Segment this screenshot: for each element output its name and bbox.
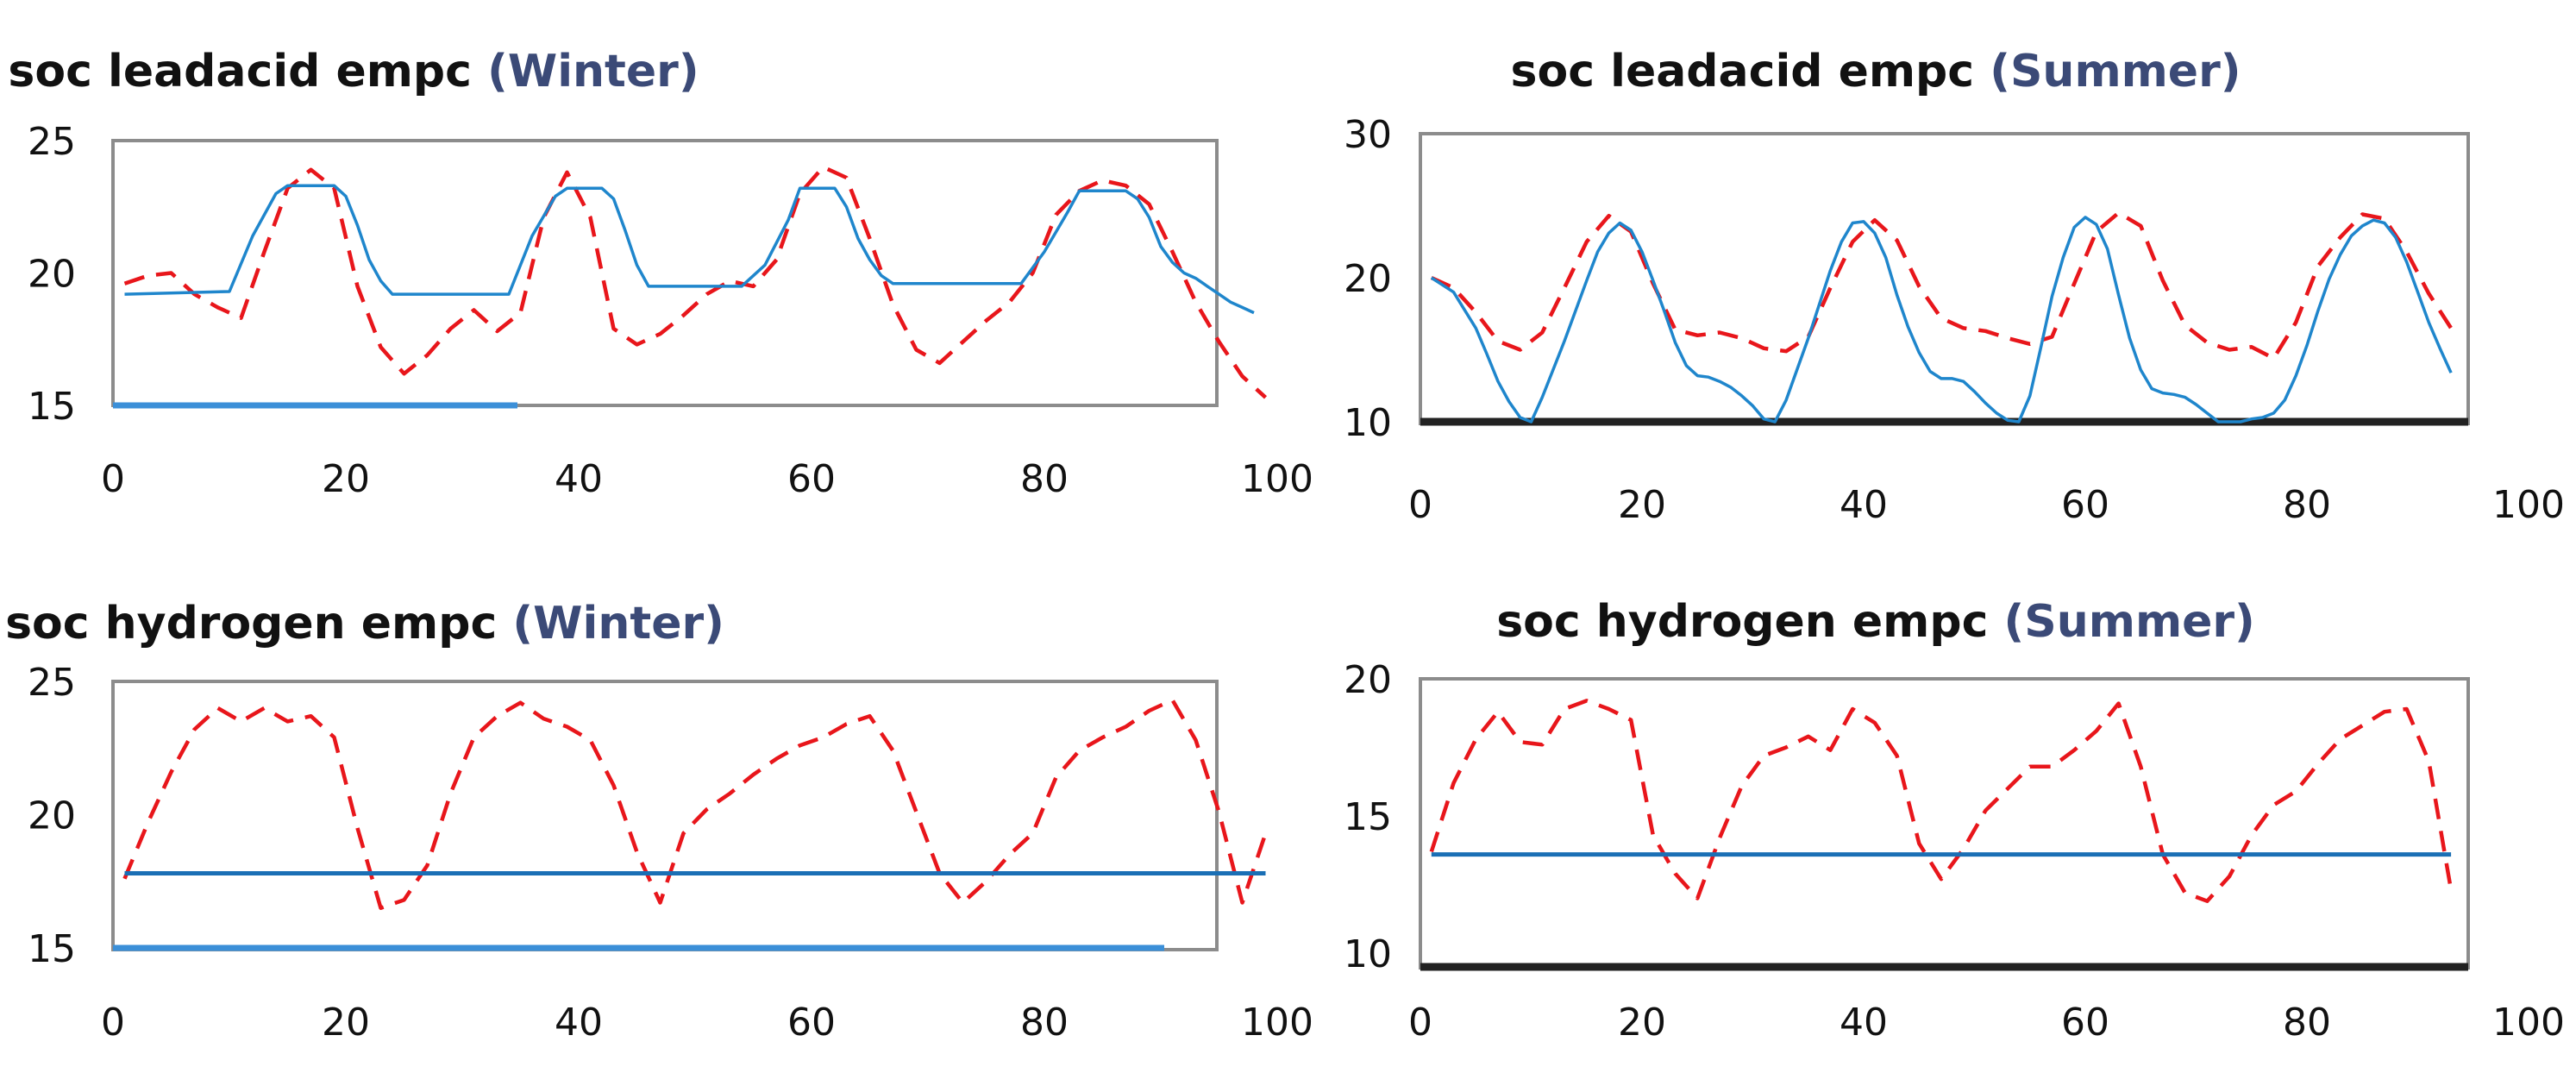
series-line-blue-solid	[1430, 216, 2453, 424]
x-tick-label: 40	[555, 457, 603, 501]
x-tick-label: 60	[787, 457, 836, 501]
plot-frame	[1419, 132, 2470, 425]
y-tick-label: 25	[28, 661, 76, 705]
y-tick-label: 10	[1344, 932, 1392, 976]
y-tick-label: 15	[28, 385, 76, 429]
x-tick-label: 60	[2061, 483, 2109, 527]
x-tick-label: 0	[1408, 483, 1432, 527]
x-tick-label: 0	[101, 1001, 125, 1045]
series-line-red-dashed	[1429, 699, 2454, 903]
y-tick-labels: 10 20 30	[1344, 113, 1392, 445]
chart-title: soc leadacid empc (Summer)	[1511, 46, 2241, 97]
x-tick-label: 100	[1241, 457, 1313, 501]
chart-title: soc leadacid empc (Winter)	[8, 46, 699, 97]
y-tick-labels: 15 20 25	[28, 661, 76, 971]
x-tick-label: 100	[2492, 1001, 2565, 1045]
x-tick-label: 60	[787, 1001, 836, 1045]
series-layer	[1430, 210, 2453, 424]
y-tick-label: 10	[1344, 401, 1392, 445]
x-tick-label: 100	[1241, 1001, 1313, 1045]
plot-frame	[111, 680, 1219, 951]
x-tick-label: 20	[1618, 1001, 1666, 1045]
y-tick-label: 15	[28, 927, 76, 971]
y-tick-label: 30	[1344, 113, 1392, 157]
series-line-red-dashed	[122, 698, 1268, 910]
plot-frame	[1419, 677, 2470, 969]
chart-title-season: (Summer)	[1990, 46, 2241, 97]
chart-title-text: soc leadacid empc	[8, 46, 472, 97]
chart-title-text: soc hydrogen empc	[5, 598, 497, 649]
chart-title-season: (Winter)	[487, 46, 699, 97]
chart-title-text: soc leadacid empc	[1511, 46, 1975, 97]
y-tick-label: 15	[1344, 795, 1392, 839]
series-layer	[122, 698, 1268, 910]
x-tick-label: 40	[1840, 483, 1888, 527]
x-tick-label: 100	[2492, 483, 2565, 527]
series-line-blue-solid	[124, 184, 1255, 315]
y-tick-label: 25	[28, 120, 76, 164]
x-tick-labels: 0 20 40 60 80 100	[1408, 1001, 2565, 1045]
y-tick-label: 20	[1344, 257, 1392, 301]
x-tick-labels: 0 20 40 60 80 100	[1408, 483, 2565, 527]
chart-panel-leadacid-winter: soc leadacid empc (Winter) 15 20 25 0 20 40 6…	[8, 46, 1313, 501]
chart-panel-leadacid-summer: soc leadacid empc (Summer) 10 20 30 0 20 40 6…	[1344, 46, 2565, 527]
x-tick-label: 40	[555, 1001, 603, 1045]
chart-title-season: (Winter)	[512, 598, 724, 649]
chart-title-season: (Summer)	[2004, 596, 2255, 648]
chart-panel-hydrogen-winter: soc hydrogen empc (Winter) 15 20 25 0 20 40 6…	[5, 598, 1313, 1045]
chart-title: soc hydrogen empc (Summer)	[1496, 596, 2255, 648]
x-tick-label: 80	[1020, 457, 1069, 501]
x-tick-label: 20	[322, 1001, 370, 1045]
chart-panel-hydrogen-summer: soc hydrogen empc (Summer) 10 15 20 0 20 40 6…	[1344, 596, 2565, 1045]
y-tick-label: 20	[1344, 658, 1392, 702]
x-tick-label: 40	[1840, 1001, 1888, 1045]
y-tick-labels: 15 20 25	[28, 120, 76, 429]
x-tick-labels: 0 20 40 60 80 100	[101, 1001, 1313, 1045]
x-tick-label: 80	[1020, 1001, 1069, 1045]
y-tick-labels: 10 15 20	[1344, 658, 1392, 976]
x-tick-label: 0	[1408, 1001, 1432, 1045]
chart-title: soc hydrogen empc (Winter)	[5, 598, 724, 649]
y-tick-label: 20	[28, 794, 76, 838]
x-tick-label: 80	[2283, 1001, 2331, 1045]
plot-frame	[111, 139, 1219, 407]
x-tick-label: 80	[2283, 483, 2331, 527]
x-tick-label: 60	[2061, 1001, 2109, 1045]
series-line-red-dashed	[1430, 210, 2453, 361]
series-layer	[123, 165, 1268, 399]
x-tick-label: 0	[101, 457, 125, 501]
chart-title-text: soc hydrogen empc	[1496, 596, 1988, 648]
x-tick-label: 20	[322, 457, 370, 501]
series-line-red-dashed	[123, 165, 1268, 399]
x-tick-label: 20	[1618, 483, 1666, 527]
y-tick-label: 20	[28, 253, 76, 297]
series-layer	[1429, 699, 2454, 903]
x-tick-labels: 0 20 40 60 80 100	[101, 457, 1313, 501]
